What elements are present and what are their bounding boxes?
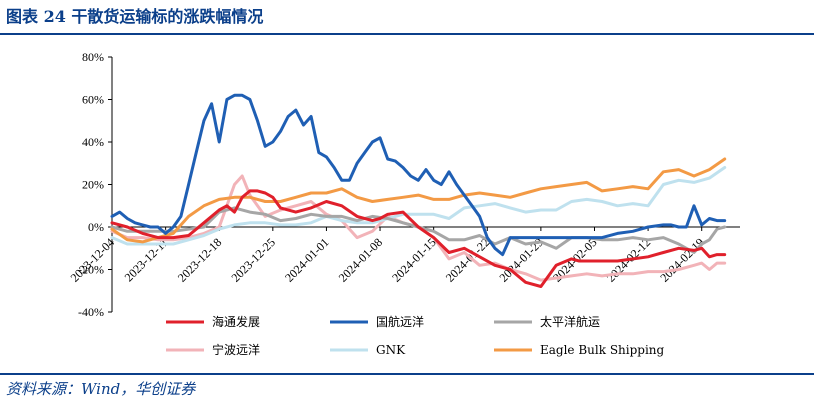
chart-axes: -40% -20% 0% 20% 40% 60% 80% 2023-12-04 2023-12-… <box>68 50 740 319</box>
source-divider <box>0 373 814 375</box>
series-line-0 <box>110 189 727 288</box>
series-line-1 <box>110 93 727 257</box>
series-line-2 <box>110 206 727 254</box>
legend-label-2: 太平洋航运 <box>540 314 600 329</box>
source-note: 资料来源：Wind，华创证券 <box>6 380 196 398</box>
x-tick-label: 2024-01-01 <box>282 235 331 284</box>
title-divider <box>0 33 814 35</box>
x-tick-label: 2024-01-15 <box>389 235 438 284</box>
y-tick-label: 0% <box>88 220 104 234</box>
chart-svg: -40% -20% 0% 20% 40% 60% 80% 2023-12-04 2023-12-… <box>68 50 740 357</box>
x-tick-label: 2023-12-25 <box>228 235 277 284</box>
chart-series <box>110 93 727 288</box>
series-line-5 <box>110 157 727 244</box>
y-tick-label: 20% <box>82 178 104 192</box>
x-tick-label: 2023-12-04 <box>68 235 117 284</box>
legend-label-4: GNK <box>376 343 406 357</box>
legend-label-1: 国航远洋 <box>376 314 424 329</box>
y-tick-label: -20% <box>78 263 104 277</box>
legend-label-3: 宁波远洋 <box>212 342 260 357</box>
y-tick-label: 80% <box>82 50 104 64</box>
series-line-4 <box>110 166 727 246</box>
x-tick-label: 2024-01-08 <box>336 235 385 284</box>
x-tick-label: 2024-02-19 <box>657 235 706 284</box>
y-tick-label: -40% <box>78 305 104 319</box>
legend-label-5: Eagle Bulk Shipping <box>540 343 665 357</box>
legend-label-0: 海通发展 <box>212 314 260 329</box>
figure-title: 图表 24 干散货运输标的涨跌幅情况 <box>6 7 264 26</box>
y-tick-label: 40% <box>82 135 104 149</box>
y-tick-label: 60% <box>82 93 104 107</box>
